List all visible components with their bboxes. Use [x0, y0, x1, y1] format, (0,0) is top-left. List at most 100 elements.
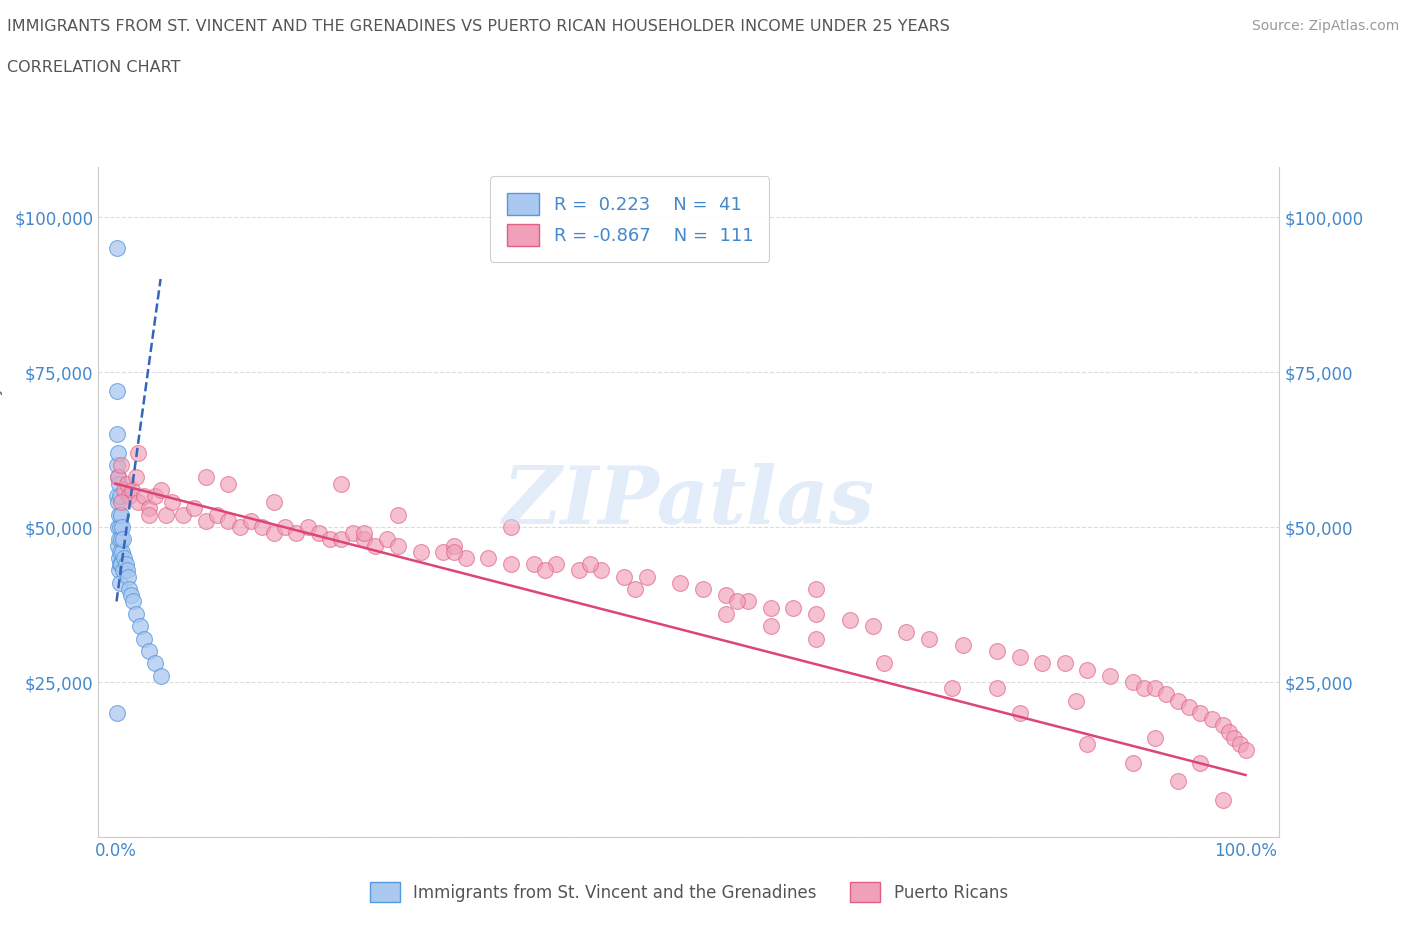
- Point: [387, 507, 409, 522]
- Point: [194, 513, 217, 528]
- Point: [110, 532, 132, 547]
- Point: [183, 501, 205, 516]
- Point: [342, 525, 364, 540]
- Point: [263, 525, 285, 540]
- Point: [297, 520, 319, 535]
- Point: [112, 483, 135, 498]
- Point: [330, 532, 353, 547]
- Point: [477, 551, 499, 565]
- Point: [122, 594, 145, 609]
- Point: [1189, 755, 1212, 770]
- Point: [432, 544, 454, 559]
- Point: [149, 483, 172, 498]
- Point: [1201, 711, 1223, 726]
- Point: [112, 563, 135, 578]
- Point: [725, 594, 748, 609]
- Point: [759, 618, 782, 633]
- Point: [107, 538, 129, 553]
- Point: [132, 488, 155, 503]
- Point: [138, 507, 160, 522]
- Legend: Immigrants from St. Vincent and the Grenadines, Puerto Ricans: Immigrants from St. Vincent and the Gren…: [357, 869, 1021, 916]
- Point: [125, 606, 148, 621]
- Point: [194, 470, 217, 485]
- Point: [263, 495, 285, 510]
- Point: [1031, 656, 1053, 671]
- Point: [107, 507, 129, 522]
- Point: [353, 532, 375, 547]
- Point: [804, 581, 827, 596]
- Point: [105, 427, 128, 442]
- Point: [155, 507, 177, 522]
- Point: [105, 706, 128, 721]
- Point: [1212, 718, 1234, 733]
- Point: [534, 563, 557, 578]
- Point: [1144, 681, 1167, 696]
- Point: [105, 458, 128, 472]
- Point: [1076, 662, 1098, 677]
- Point: [759, 600, 782, 615]
- Point: [107, 470, 129, 485]
- Point: [986, 644, 1008, 658]
- Point: [1122, 755, 1144, 770]
- Point: [107, 445, 129, 460]
- Point: [129, 618, 152, 633]
- Point: [839, 613, 862, 628]
- Point: [132, 631, 155, 646]
- Point: [108, 557, 131, 572]
- Point: [319, 532, 342, 547]
- Point: [143, 656, 166, 671]
- Point: [120, 588, 142, 603]
- Point: [107, 520, 129, 535]
- Point: [782, 600, 804, 615]
- Point: [105, 383, 128, 398]
- Point: [1218, 724, 1240, 739]
- Point: [107, 532, 129, 547]
- Point: [1156, 687, 1178, 702]
- Point: [443, 544, 465, 559]
- Point: [228, 520, 250, 535]
- Point: [105, 241, 128, 256]
- Text: Source: ZipAtlas.com: Source: ZipAtlas.com: [1251, 19, 1399, 33]
- Text: ZIPatlas: ZIPatlas: [503, 463, 875, 541]
- Point: [692, 581, 714, 596]
- Point: [105, 488, 128, 503]
- Point: [110, 557, 132, 572]
- Point: [111, 520, 134, 535]
- Point: [110, 495, 132, 510]
- Point: [804, 631, 827, 646]
- Point: [1223, 730, 1246, 745]
- Point: [986, 681, 1008, 696]
- Point: [952, 637, 974, 652]
- Point: [108, 488, 131, 503]
- Point: [443, 538, 465, 553]
- Point: [274, 520, 297, 535]
- Point: [1212, 792, 1234, 807]
- Point: [375, 532, 398, 547]
- Point: [217, 476, 239, 491]
- Point: [353, 525, 375, 540]
- Point: [149, 669, 172, 684]
- Point: [308, 525, 330, 540]
- Point: [107, 470, 129, 485]
- Point: [1229, 737, 1251, 751]
- Point: [115, 563, 138, 578]
- Point: [454, 551, 477, 565]
- Point: [108, 520, 131, 535]
- Point: [1189, 706, 1212, 721]
- Point: [121, 483, 143, 498]
- Point: [1178, 699, 1201, 714]
- Point: [669, 576, 692, 591]
- Point: [1234, 743, 1257, 758]
- Point: [624, 581, 647, 596]
- Point: [1008, 650, 1031, 665]
- Point: [125, 470, 148, 485]
- Point: [1053, 656, 1076, 671]
- Point: [918, 631, 941, 646]
- Point: [112, 532, 135, 547]
- Point: [387, 538, 409, 553]
- Point: [1167, 693, 1189, 708]
- Point: [330, 476, 353, 491]
- Point: [205, 507, 228, 522]
- Point: [111, 544, 134, 559]
- Point: [138, 644, 160, 658]
